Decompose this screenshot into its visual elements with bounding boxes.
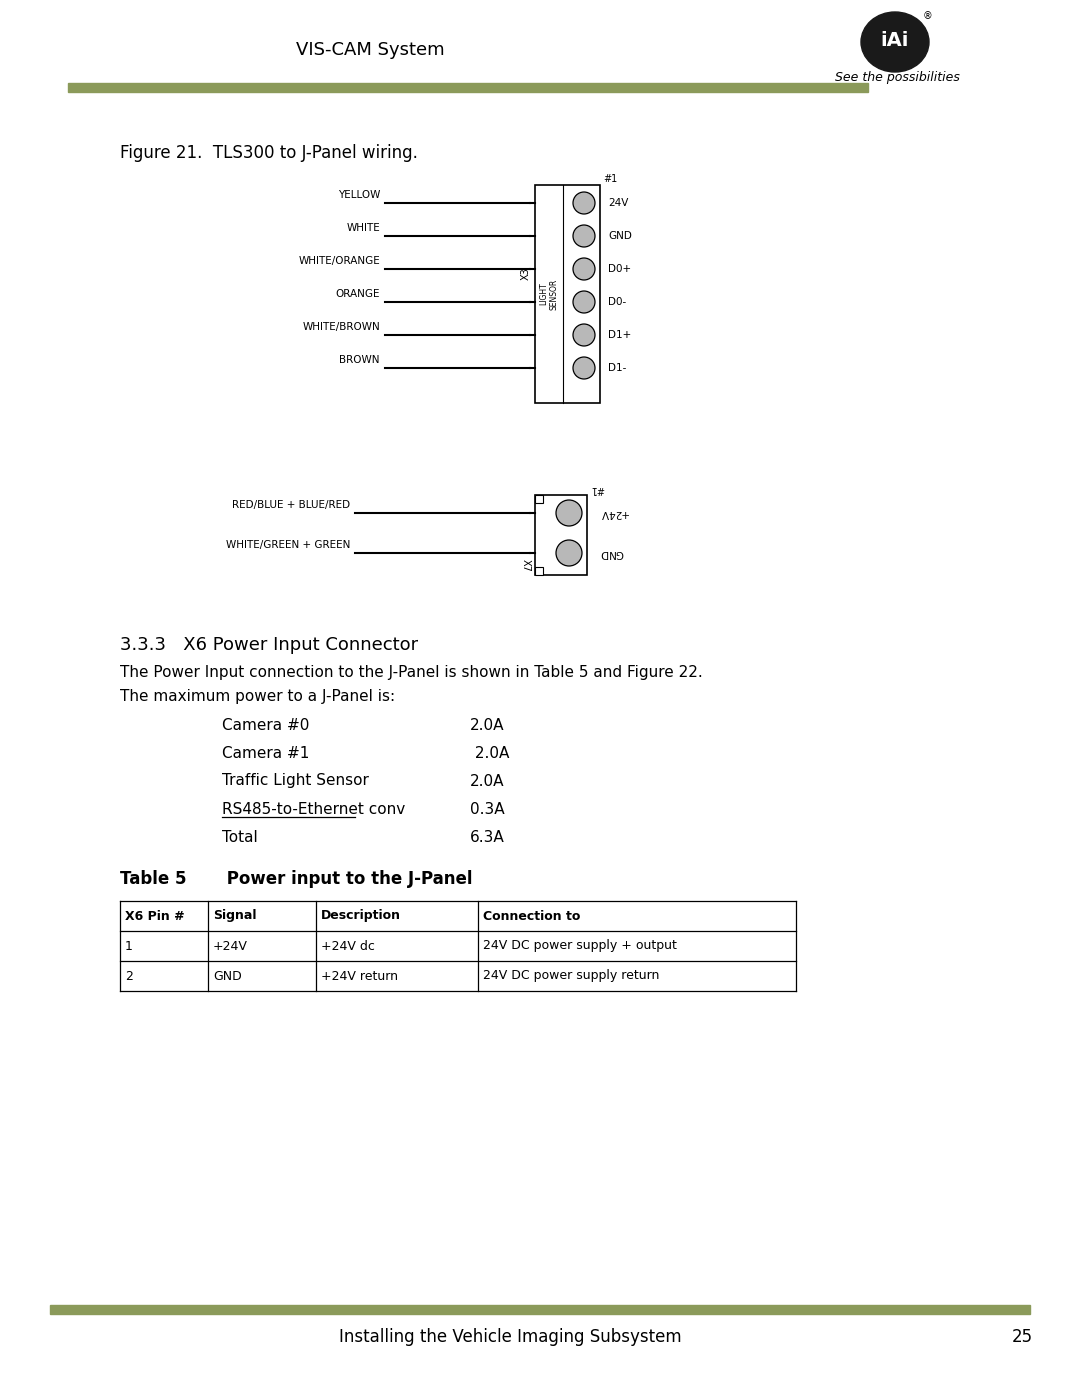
Text: The Power Input connection to the J-Panel is shown in Table 5 and Figure 22.: The Power Input connection to the J-Pane… <box>120 665 703 680</box>
Circle shape <box>573 291 595 313</box>
Text: 24V DC power supply + output: 24V DC power supply + output <box>483 940 677 953</box>
Text: X3: X3 <box>521 268 531 281</box>
Text: WHITE/GREEN + GREEN: WHITE/GREEN + GREEN <box>226 541 350 550</box>
Circle shape <box>573 324 595 346</box>
Text: WHITE/BROWN: WHITE/BROWN <box>302 321 380 332</box>
Text: The maximum power to a J-Panel is:: The maximum power to a J-Panel is: <box>120 690 395 704</box>
Text: GND: GND <box>599 548 623 557</box>
Text: 2.0A: 2.0A <box>470 746 510 760</box>
Text: 24V DC power supply return: 24V DC power supply return <box>483 970 660 982</box>
Text: 25: 25 <box>1012 1329 1032 1345</box>
Text: Description: Description <box>321 909 401 922</box>
Text: D1+: D1+ <box>608 330 631 339</box>
Text: #1: #1 <box>590 483 604 495</box>
Circle shape <box>573 191 595 214</box>
Circle shape <box>573 258 595 279</box>
Text: Figure 21.  TLS300 to J-Panel wiring.: Figure 21. TLS300 to J-Panel wiring. <box>120 144 418 162</box>
Text: ORANGE: ORANGE <box>336 289 380 299</box>
Ellipse shape <box>861 13 929 73</box>
Text: RED/BLUE + BLUE/RED: RED/BLUE + BLUE/RED <box>232 500 350 510</box>
Bar <box>535 495 588 576</box>
Text: 24V: 24V <box>608 198 629 208</box>
Text: +24V: +24V <box>599 509 627 518</box>
Text: +24V dc: +24V dc <box>321 940 375 953</box>
Bar <box>68 82 868 92</box>
Text: Connection to: Connection to <box>483 909 580 922</box>
Text: Traffic Light Sensor: Traffic Light Sensor <box>222 774 369 788</box>
Text: D0-: D0- <box>608 298 626 307</box>
Text: Installing the Vehicle Imaging Subsystem: Installing the Vehicle Imaging Subsystem <box>339 1329 681 1345</box>
Text: ®: ® <box>923 11 933 21</box>
Text: Camera #0: Camera #0 <box>222 718 309 732</box>
Text: GND: GND <box>213 970 242 982</box>
Bar <box>535 184 600 402</box>
Text: 2: 2 <box>125 970 133 982</box>
Text: 0.3A: 0.3A <box>470 802 504 816</box>
Circle shape <box>573 225 595 247</box>
Text: GND: GND <box>608 231 632 242</box>
Text: WHITE: WHITE <box>347 224 380 233</box>
Text: iAi: iAi <box>881 31 909 49</box>
Text: YELLOW: YELLOW <box>338 190 380 200</box>
Text: +24V: +24V <box>213 940 248 953</box>
Text: RS485-to-Ethernet conv: RS485-to-Ethernet conv <box>222 802 405 816</box>
Text: BROWN: BROWN <box>339 355 380 365</box>
Text: 6.3A: 6.3A <box>470 830 504 845</box>
Circle shape <box>556 500 582 527</box>
Text: X7: X7 <box>521 559 531 571</box>
Text: 2.0A: 2.0A <box>470 718 504 732</box>
Text: 2.0A: 2.0A <box>470 774 504 788</box>
Text: See the possibilities: See the possibilities <box>835 70 959 84</box>
Text: #1: #1 <box>603 175 617 184</box>
Text: VIS-CAM System: VIS-CAM System <box>296 41 444 59</box>
Text: Camera #1: Camera #1 <box>222 746 309 760</box>
Text: 1: 1 <box>125 940 133 953</box>
Text: Table 5       Power input to the J-Panel: Table 5 Power input to the J-Panel <box>120 870 473 888</box>
Text: Signal: Signal <box>213 909 257 922</box>
Text: D1-: D1- <box>608 363 626 373</box>
Text: LIGHT
SENSOR: LIGHT SENSOR <box>540 278 558 310</box>
Bar <box>50 1305 1030 1315</box>
Text: X6 Pin #: X6 Pin # <box>125 909 185 922</box>
Text: WHITE/ORANGE: WHITE/ORANGE <box>298 256 380 265</box>
Circle shape <box>556 541 582 566</box>
Text: Total: Total <box>222 830 258 845</box>
Bar <box>535 567 543 576</box>
Text: D0+: D0+ <box>608 264 631 274</box>
Text: 3.3.3   X6 Power Input Connector: 3.3.3 X6 Power Input Connector <box>120 636 418 654</box>
Circle shape <box>573 358 595 379</box>
Bar <box>535 495 543 503</box>
Text: +24V return: +24V return <box>321 970 399 982</box>
